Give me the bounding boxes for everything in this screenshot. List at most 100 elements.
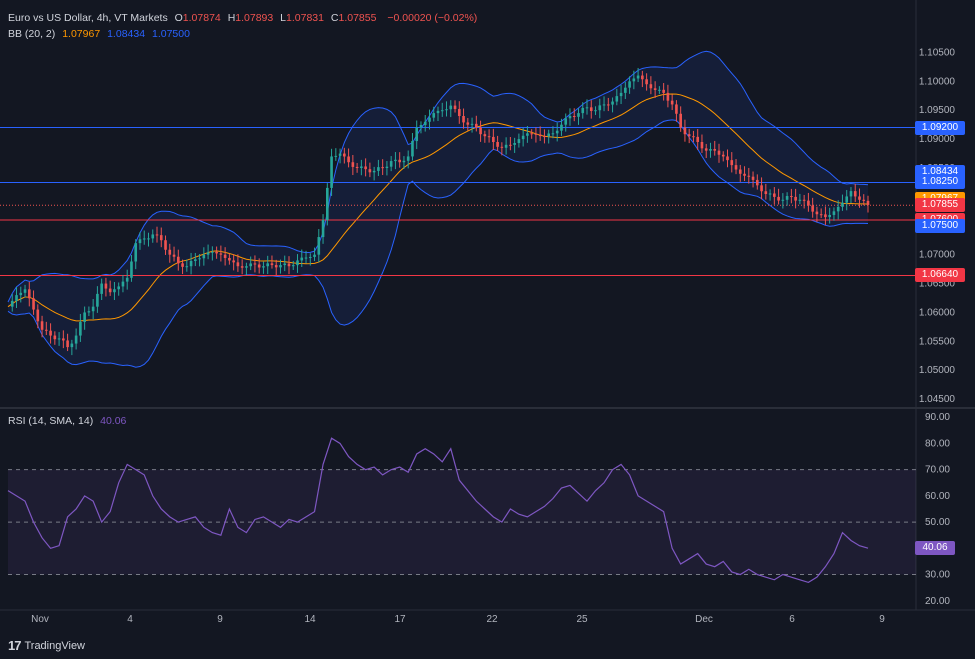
candle-body	[764, 191, 768, 194]
candle-body	[466, 122, 470, 125]
candle-body	[317, 237, 321, 255]
candle-body	[287, 263, 291, 267]
candle-body	[555, 130, 559, 134]
candle-body	[500, 146, 504, 148]
candle-body	[355, 166, 359, 168]
candle-body	[100, 283, 103, 294]
candle-body	[845, 196, 849, 203]
candle-body	[164, 240, 167, 250]
candle-body	[253, 263, 257, 265]
time-axis-tick: Nov	[31, 614, 49, 625]
rsi-axis-tick: 70.00	[925, 465, 950, 476]
candle-body	[236, 262, 240, 267]
candle-body	[428, 117, 431, 122]
candle-body	[32, 298, 35, 310]
candle-body	[113, 289, 116, 293]
brand-name: TradingView	[24, 639, 86, 652]
low-label: L	[280, 12, 287, 24]
candle-body	[619, 92, 623, 97]
rsi-value-badge: 40.06	[915, 541, 955, 556]
candle-body	[513, 143, 516, 145]
price-axis-tick: 1.07000	[919, 250, 956, 261]
close-label: C	[330, 12, 339, 24]
candle-body	[368, 169, 372, 173]
candle-body	[53, 335, 57, 340]
open-value: 1.07874	[182, 12, 221, 24]
candle-body	[777, 196, 780, 201]
candle-body	[700, 142, 704, 149]
candle-body	[483, 134, 487, 137]
candle-body	[445, 109, 448, 111]
candle-body	[773, 193, 776, 197]
candle-body	[679, 113, 682, 128]
candle-body	[108, 288, 112, 293]
candle-body	[602, 104, 606, 106]
candle-body	[270, 263, 274, 266]
candle-body	[172, 254, 176, 257]
candle-body	[496, 142, 499, 147]
time-axis-tick: Dec	[695, 614, 713, 625]
candle-body	[611, 101, 614, 105]
candle-body	[560, 124, 563, 131]
price-level-badge: 1.07855	[915, 198, 965, 213]
candle-body	[411, 141, 414, 157]
tradingview-logo-icon: 17	[8, 638, 22, 653]
candle-body	[449, 105, 453, 110]
candle-body	[475, 123, 478, 128]
candle-body	[330, 156, 333, 188]
candle-body	[538, 134, 542, 137]
candle-body	[347, 156, 350, 163]
candle-body	[785, 196, 789, 200]
high-value: 1.07893	[235, 12, 274, 24]
price-axis-tick: 1.06000	[919, 307, 956, 318]
candle-body	[862, 199, 866, 201]
candle-body	[509, 144, 512, 146]
candle-body	[91, 306, 95, 312]
candle-body	[27, 289, 31, 299]
bollinger-upper-line	[7, 50, 869, 303]
candle-body	[858, 196, 861, 200]
bb-lower-value: 1.07500	[151, 28, 190, 40]
rsi-legend: RSI (14, SMA, 14) 40.06	[8, 415, 130, 427]
candle-body	[151, 234, 155, 239]
candle-body	[743, 173, 746, 176]
candle-body	[487, 136, 491, 138]
candle-body	[223, 254, 227, 258]
candle-body	[751, 176, 755, 180]
candle-body	[185, 266, 189, 268]
price-axis-tick: 1.09500	[919, 105, 956, 116]
candle-body	[385, 166, 389, 168]
rsi-band-fill	[8, 469, 916, 575]
candle-body	[658, 89, 661, 91]
candle-body	[811, 205, 814, 212]
candle-body	[645, 79, 648, 85]
rsi-axis-tick: 60.00	[925, 491, 950, 502]
price-axis-tick: 1.10500	[919, 47, 956, 58]
open-label: O	[174, 12, 183, 24]
candle-body	[790, 196, 793, 198]
low-value: 1.07831	[286, 12, 324, 24]
candle-body	[564, 118, 568, 125]
rsi-axis-tick: 90.00	[925, 412, 950, 423]
candle-body	[841, 202, 844, 207]
candle-body	[726, 156, 729, 161]
candle-body	[155, 234, 159, 236]
price-axis-tick: 1.10000	[919, 76, 956, 87]
rsi-axis-tick: 30.00	[925, 570, 950, 581]
candle-body	[189, 261, 193, 267]
candle-body	[279, 265, 282, 268]
high-label: H	[227, 12, 236, 24]
candle-body	[662, 89, 665, 93]
candle-body	[283, 263, 287, 266]
candle-body	[40, 321, 44, 330]
candle-body	[121, 281, 125, 287]
candle-body	[49, 330, 52, 336]
candle-body	[543, 136, 546, 138]
candle-body	[696, 136, 700, 142]
candle-body	[360, 166, 363, 168]
time-axis-tick: 6	[789, 614, 795, 625]
candle-body	[291, 265, 295, 267]
rsi-value: 40.06	[100, 415, 127, 427]
candle-body	[377, 167, 380, 171]
